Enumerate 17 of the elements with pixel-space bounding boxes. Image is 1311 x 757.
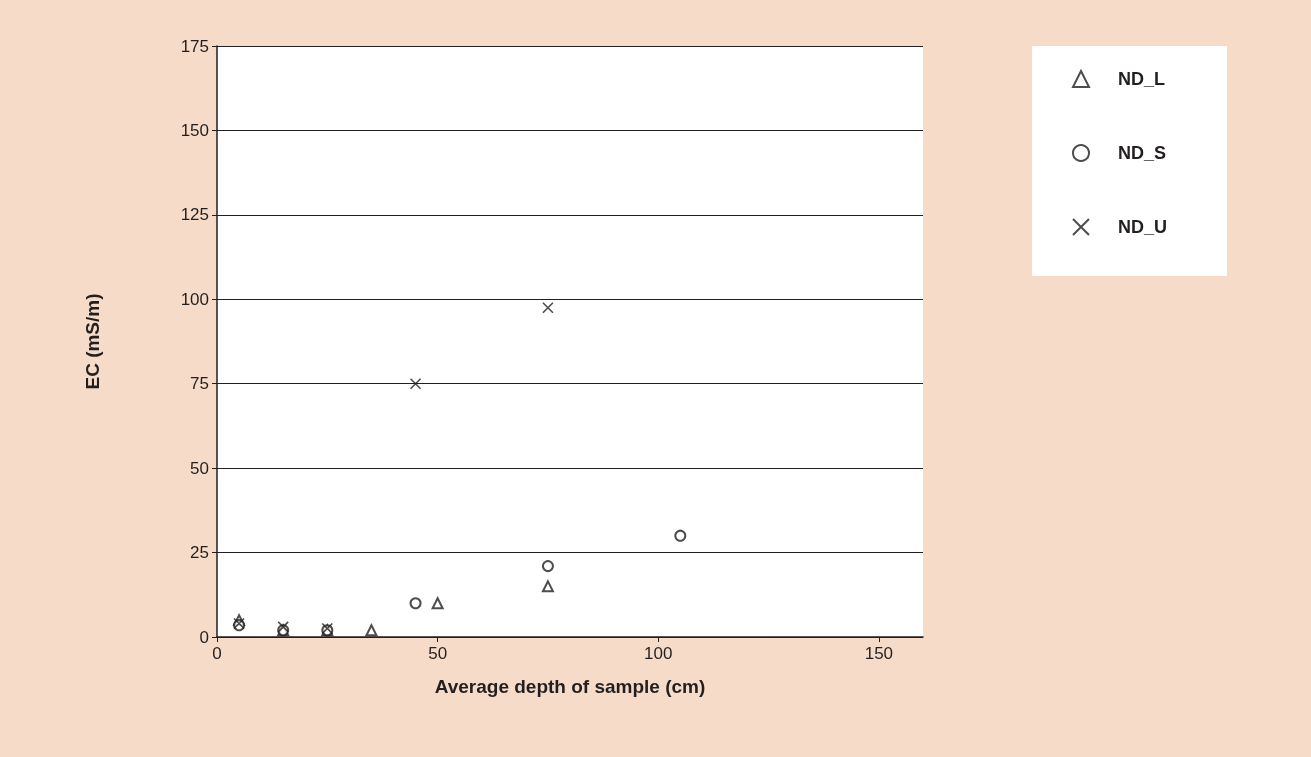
- y-tick-label: 75: [190, 374, 209, 394]
- y-tick-label: 50: [190, 458, 209, 478]
- y-tick-label: 100: [180, 289, 209, 309]
- y-tick-label: 125: [180, 205, 209, 225]
- y-axis-title: EC (mS/m): [82, 293, 103, 390]
- x-axis-title: Average depth of sample (cm): [434, 676, 706, 697]
- y-tick-label: 175: [180, 36, 209, 56]
- legend-label: ND_S: [1117, 143, 1167, 163]
- x-tick-label: 100: [644, 644, 673, 663]
- legend-label: ND_U: [1117, 217, 1168, 237]
- x-tick-label: 0: [212, 644, 222, 663]
- legend-label: ND_L: [1117, 69, 1166, 89]
- y-tick-label: 25: [190, 543, 209, 563]
- y-tick-label: 150: [180, 120, 209, 140]
- y-tick-label: 0: [199, 627, 209, 647]
- x-tick-label: 150: [864, 644, 894, 663]
- x-tick-label: 50: [428, 644, 448, 663]
